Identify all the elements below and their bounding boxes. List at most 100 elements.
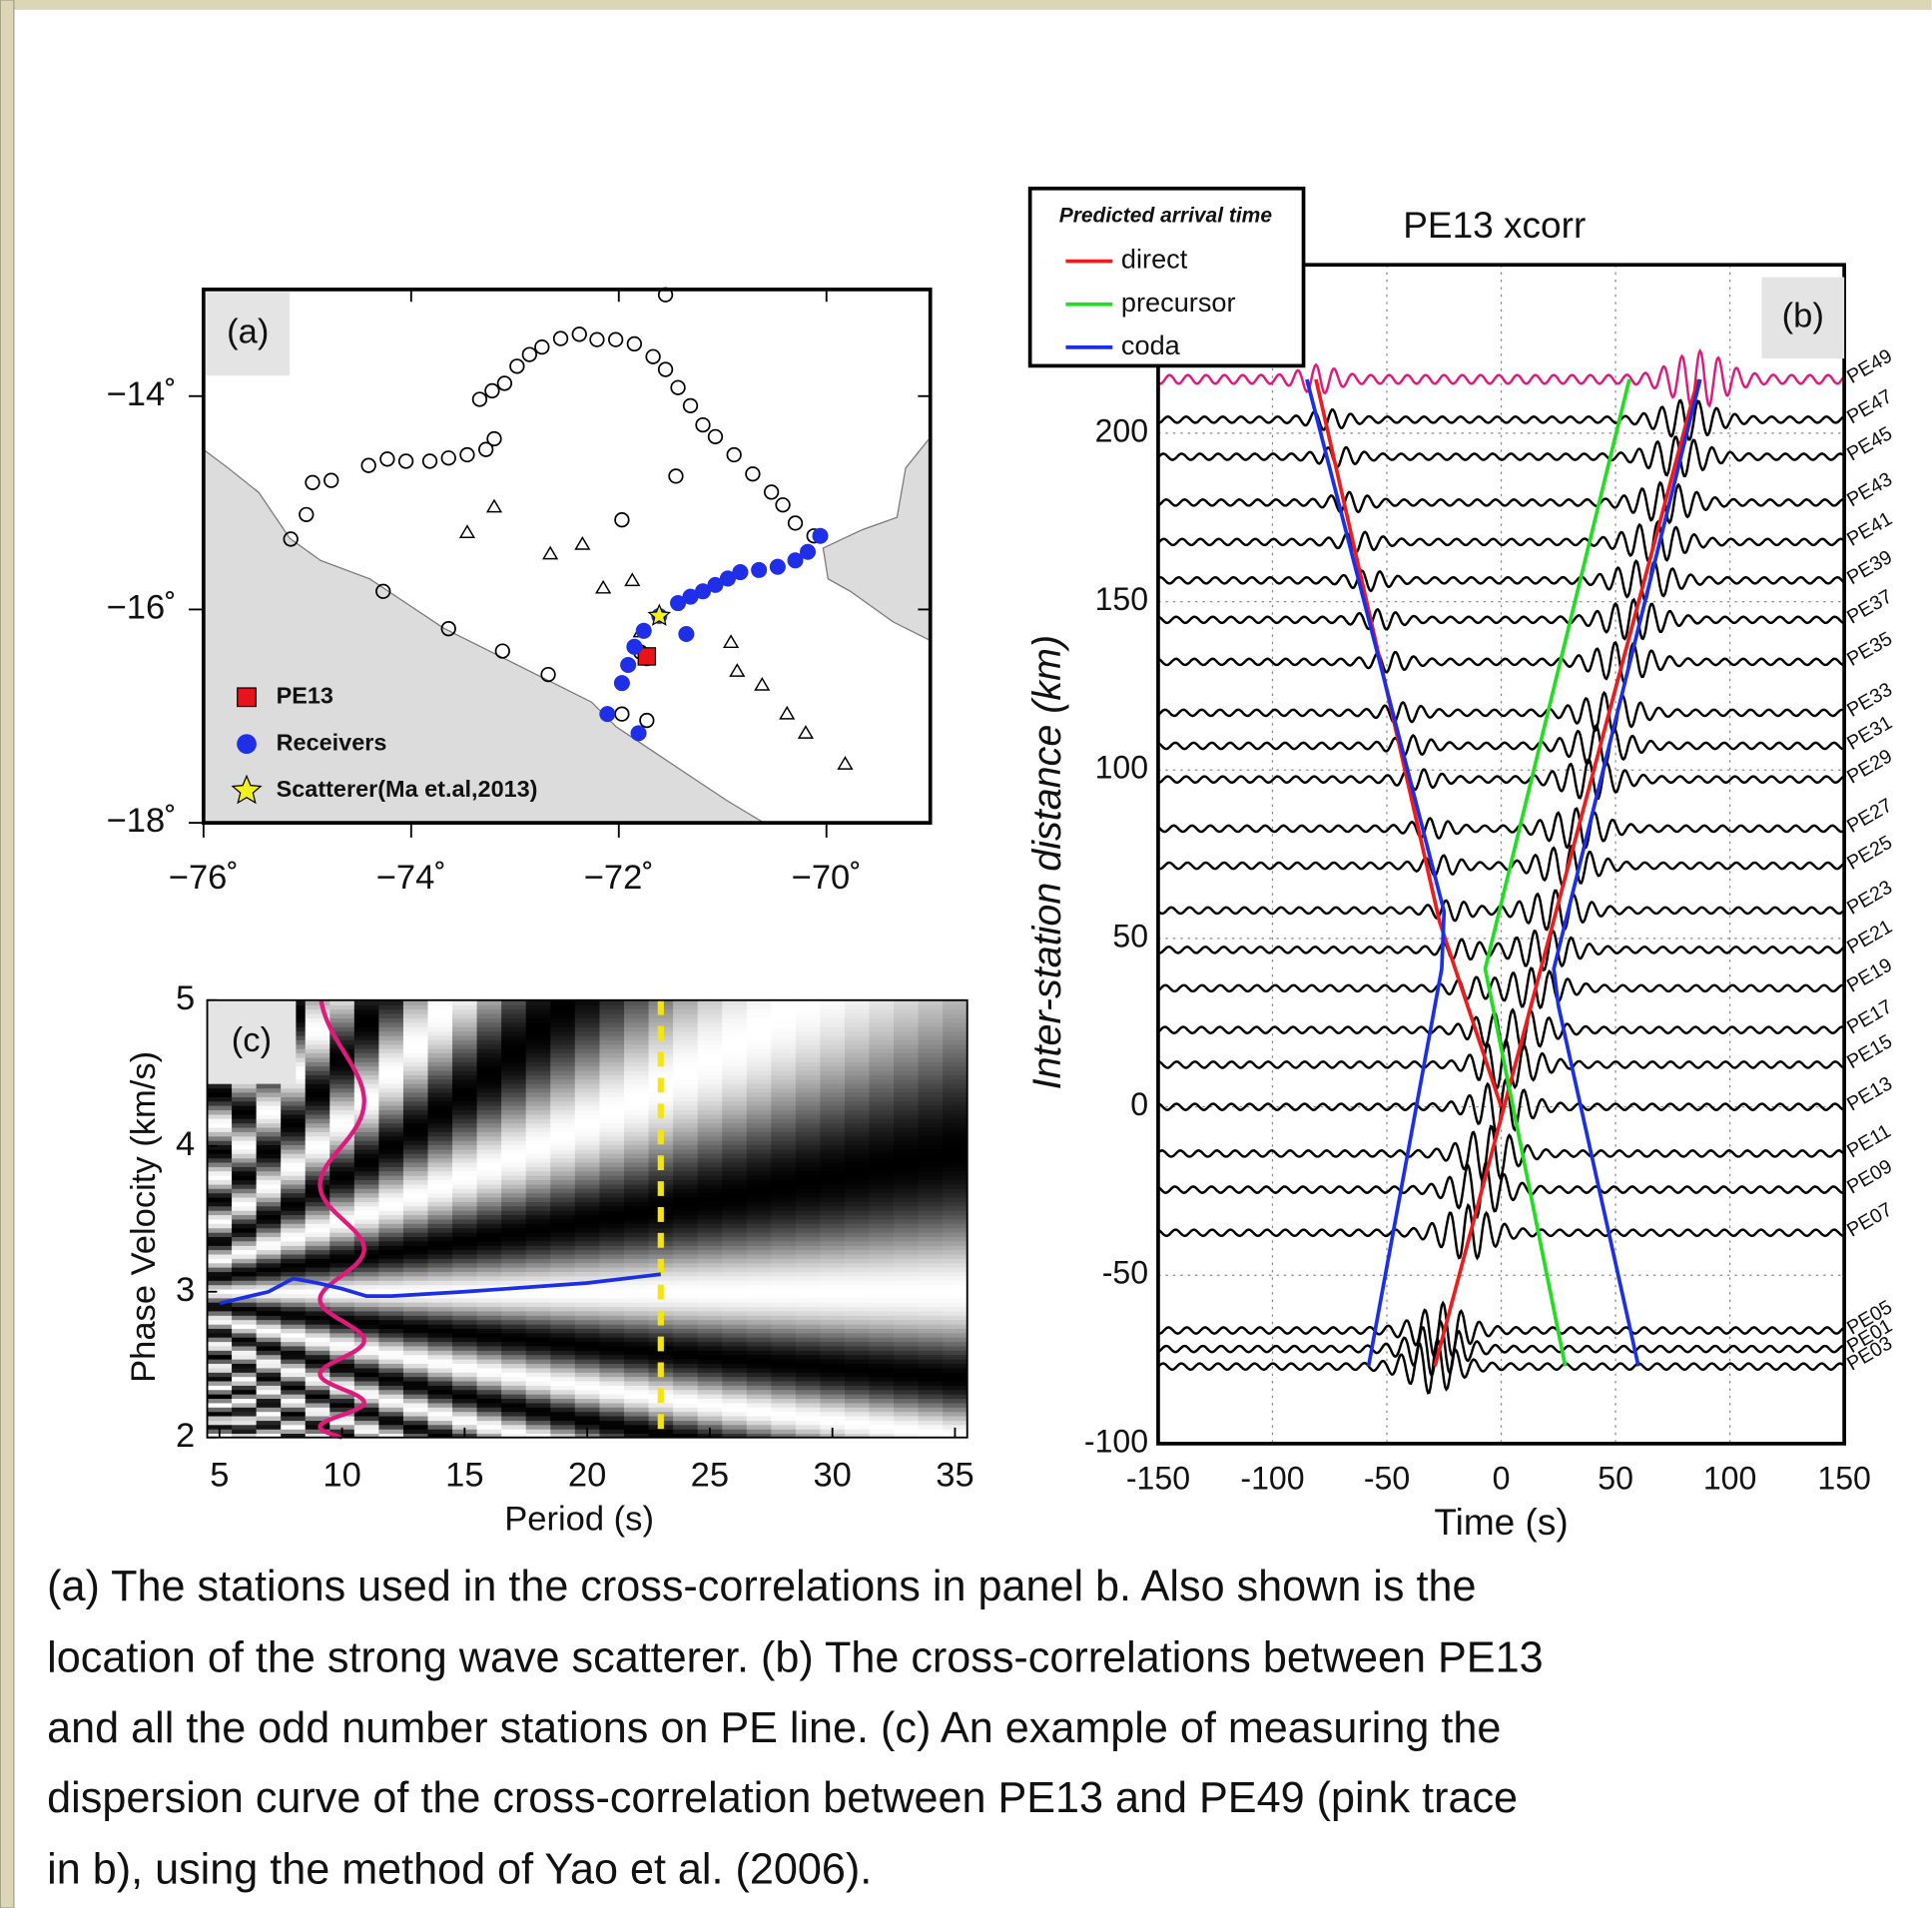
heatmap-cell [354,1271,379,1276]
heatmap-cell [427,1328,452,1333]
heatmap-cell [599,1333,624,1338]
heatmap-cell [599,1210,624,1215]
heatmap-cell [796,1127,821,1132]
heatmap-cell [870,1232,895,1237]
heatmap-cell [232,1407,257,1412]
heatmap-cell [575,1013,600,1018]
heatmap-cell [624,1153,649,1158]
heatmap-cell [747,1105,772,1110]
heatmap-cell [306,1109,330,1114]
heatmap-cell [354,1276,379,1281]
heatmap-cell [722,1355,747,1360]
heatmap-cell [452,1302,477,1307]
heatmap-cell [796,1254,821,1259]
heatmap-cell [747,1355,772,1360]
heatmap-cell [378,1009,403,1014]
heatmap-cell [329,1009,354,1014]
heatmap-cell [232,1228,257,1233]
heatmap-cell [624,1411,649,1416]
heatmap-cell [427,1118,452,1123]
heatmap-cell [354,1341,379,1346]
heatmap-cell [649,1254,674,1259]
heatmap-cell [919,1206,944,1211]
heatmap-cell [575,1298,600,1303]
heatmap-cell [747,1066,772,1071]
heatmap-cell [870,1328,895,1333]
heatmap-cell [673,1052,698,1057]
heatmap-cell [698,1136,723,1141]
heatmap-cell [919,1263,944,1268]
heatmap-cell [550,1293,575,1298]
heatmap-cell [427,1171,452,1176]
heatmap-cell [575,1306,600,1311]
heatmap-cell [232,1083,257,1088]
heatmap-cell [845,1192,870,1197]
heatmap-cell [673,1022,698,1027]
heatmap-cell [624,1267,649,1272]
heatmap-cell [624,1311,649,1316]
heatmap-cell [306,1293,330,1298]
heatmap-cell [477,1328,502,1333]
heatmap-cell [796,1315,821,1320]
heatmap-cell [673,1236,698,1241]
heatmap-cell [232,1280,257,1285]
heatmap-cell [722,1403,747,1408]
heatmap-cell [796,1372,821,1377]
heatmap-cell [698,1074,723,1079]
heatmap-cell [281,1175,306,1180]
heatmap-cell [452,1206,477,1211]
heatmap-cell [943,1188,967,1193]
station-label: PE13 [1843,1072,1896,1115]
heatmap-cell [870,1425,895,1430]
heatmap-cell [477,1311,502,1316]
heatmap-cell [820,1363,845,1368]
heatmap-cell [477,1232,502,1237]
heatmap-cell [257,1171,282,1176]
heatmap-cell [845,1175,870,1180]
heatmap-cell [354,1039,379,1044]
heatmap-cell [427,1057,452,1062]
heatmap-cell [550,1175,575,1180]
heatmap-cell [943,1398,967,1403]
heatmap-cell [427,1385,452,1390]
heatmap-cell [526,1162,551,1167]
heatmap-cell [796,1105,821,1110]
heatmap-cell [845,1052,870,1057]
heatmap-cell [771,1013,796,1018]
heatmap-cell [820,1411,845,1416]
heatmap-cell [894,1009,919,1014]
heatmap-cell [501,1223,526,1228]
heatmap-cell [649,1171,674,1176]
heatmap-cell [208,1171,233,1176]
heatmap-cell [378,1236,403,1241]
heatmap-cell [477,1214,502,1219]
heatmap-cell [208,1390,233,1395]
heatmap-cell [477,1359,502,1364]
heatmap-cell [870,1368,895,1373]
heatmap-cell [796,1298,821,1303]
heatmap-cell [403,1359,428,1364]
heatmap-cell [403,1306,428,1311]
heatmap-cell [796,1320,821,1325]
heatmap-cell [624,1079,649,1084]
heatmap-cell [771,1372,796,1377]
heatmap-cell [208,1381,233,1386]
heatmap-cell [526,1341,551,1346]
heatmap-cell [845,1394,870,1399]
heatmap-cell [575,1302,600,1307]
heatmap-cell [550,1328,575,1333]
heatmap-cell [232,1118,257,1123]
heatmap-cell [232,1214,257,1219]
heatmap-cell [427,1127,452,1132]
marker-open-circle [615,707,629,721]
heatmap-cell [477,1368,502,1373]
heatmap-cell [673,1131,698,1136]
heatmap-cell [403,1066,428,1071]
heatmap-cell [378,1013,403,1018]
heatmap-cell [845,1276,870,1281]
heatmap-cell [796,1166,821,1171]
heatmap-cell [232,1109,257,1114]
heatmap-cell [378,1355,403,1360]
heatmap-cell [747,1083,772,1088]
heatmap-cell [575,1337,600,1342]
